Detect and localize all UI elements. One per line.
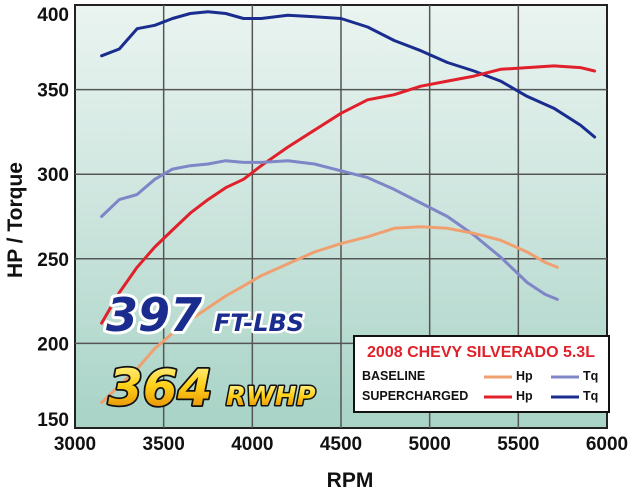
legend-row-baseline-label: BASELINE bbox=[362, 369, 425, 383]
legend-baseline-hp-label: Hp bbox=[516, 369, 533, 383]
y-tick-label: 400 bbox=[37, 5, 69, 26]
y-tick-label: 250 bbox=[37, 250, 69, 271]
x-tick-label: 3000 bbox=[54, 434, 96, 455]
supercharged-tq-line bbox=[100, 10, 597, 139]
legend-supercharged-hp-label: Hp bbox=[516, 389, 533, 403]
legend-title: 2008 CHEVY SILVERADO 5.3L bbox=[367, 344, 595, 361]
series-layer bbox=[100, 10, 597, 405]
horsepower-callout-number: 364 bbox=[108, 359, 212, 417]
torque-callout-unit: FT-LBS bbox=[214, 309, 304, 337]
torque-callout: 397 FT-LBS bbox=[103, 285, 307, 345]
torque-callout-number: 397 bbox=[106, 288, 202, 342]
tick-labels: 3000 3500 4000 4500 5000 5500 6000 150 200 250 300… bbox=[37, 5, 628, 455]
y-tick-label: 200 bbox=[37, 334, 69, 355]
y-tick-label: 150 bbox=[37, 410, 69, 431]
x-tick-label: 4000 bbox=[231, 434, 273, 455]
legend-supercharged-tq-label: Tq bbox=[583, 389, 598, 403]
x-tick-label: 5000 bbox=[409, 434, 451, 455]
x-tick-label: 3500 bbox=[143, 434, 185, 455]
x-tick-label: 4500 bbox=[320, 434, 362, 455]
legend-box bbox=[353, 335, 610, 413]
horsepower-callout-unit: RWHP bbox=[226, 382, 316, 412]
legend: 2008 CHEVY SILVERADO 5.3L BASELINE Hp Tq… bbox=[353, 335, 610, 413]
supercharged-hp-line bbox=[100, 64, 597, 325]
x-axis-title: RPM bbox=[327, 469, 374, 491]
y-axis-title: HP / Torque bbox=[4, 162, 27, 278]
legend-baseline-tq-label: Tq bbox=[583, 369, 598, 383]
legend-row-supercharged-label: SUPERCHARGED bbox=[362, 389, 468, 403]
horsepower-callout: 364 RWHP bbox=[106, 357, 317, 419]
y-tick-label: 300 bbox=[37, 165, 69, 186]
baseline-tq-line bbox=[100, 159, 559, 301]
x-tick-label: 6000 bbox=[586, 434, 628, 455]
baseline-hp-line bbox=[100, 225, 559, 405]
y-tick-label: 350 bbox=[37, 81, 69, 102]
x-tick-label: 5500 bbox=[497, 434, 539, 455]
